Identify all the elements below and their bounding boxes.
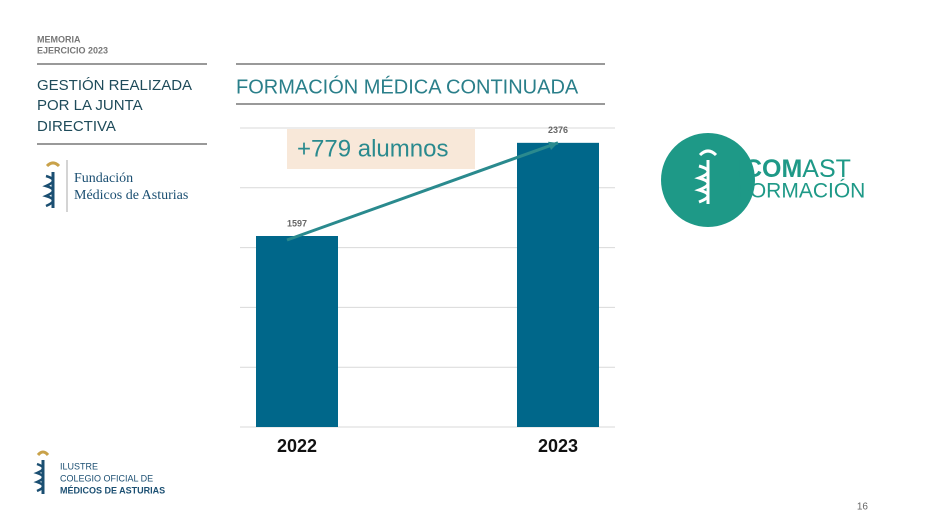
x-tick-label: 2022	[277, 436, 317, 456]
plot: 1597 2022 2376 2023 +779 alumnos	[240, 125, 615, 456]
section-title: DIRECTIVA	[37, 118, 116, 135]
logo-text: COLEGIO OFICIAL DE	[60, 473, 153, 483]
fundacion-logo: Fundación Médicos de Asturias	[42, 160, 188, 212]
trend-arrow	[286, 141, 559, 242]
x-tick-label: 2023	[538, 436, 578, 456]
logo-text: Médicos de Asturias	[74, 188, 188, 203]
logo-text: MÉDICOS DE ASTURIAS	[60, 485, 165, 495]
kicker: EJERCICIO 2023	[37, 45, 108, 55]
annotation-box	[287, 129, 475, 169]
colegio-logo: ILUSTRE COLEGIO OFICIAL DE MÉDICOS DE AS…	[33, 450, 165, 495]
logo-text: ILUSTRE	[60, 461, 98, 471]
bar	[517, 142, 599, 428]
logo-text: ICOMAST	[737, 155, 851, 183]
logo-text: Fundación	[74, 171, 133, 186]
logo-part: I	[737, 155, 744, 183]
page-number: 16	[857, 502, 869, 513]
icomast-logo: ICOMAST FORMACIÓN	[661, 133, 865, 227]
bar	[256, 235, 338, 427]
kicker: MEMORIA	[37, 34, 81, 44]
data-label: 2376	[548, 125, 568, 135]
section-title: POR LA JUNTA	[37, 97, 143, 114]
logo-part: AST	[802, 155, 851, 183]
chart-title: FORMACIÓN MÉDICA CONTINUADA	[236, 75, 579, 98]
data-label: 1597	[287, 218, 307, 228]
annotation: +779 alumnos	[297, 135, 448, 162]
logo-text: FORMACIÓN	[737, 180, 865, 203]
section-title: GESTIÓN REALIZADA	[37, 77, 192, 94]
logo-part: COM	[744, 155, 802, 183]
arrow-head	[548, 141, 558, 150]
